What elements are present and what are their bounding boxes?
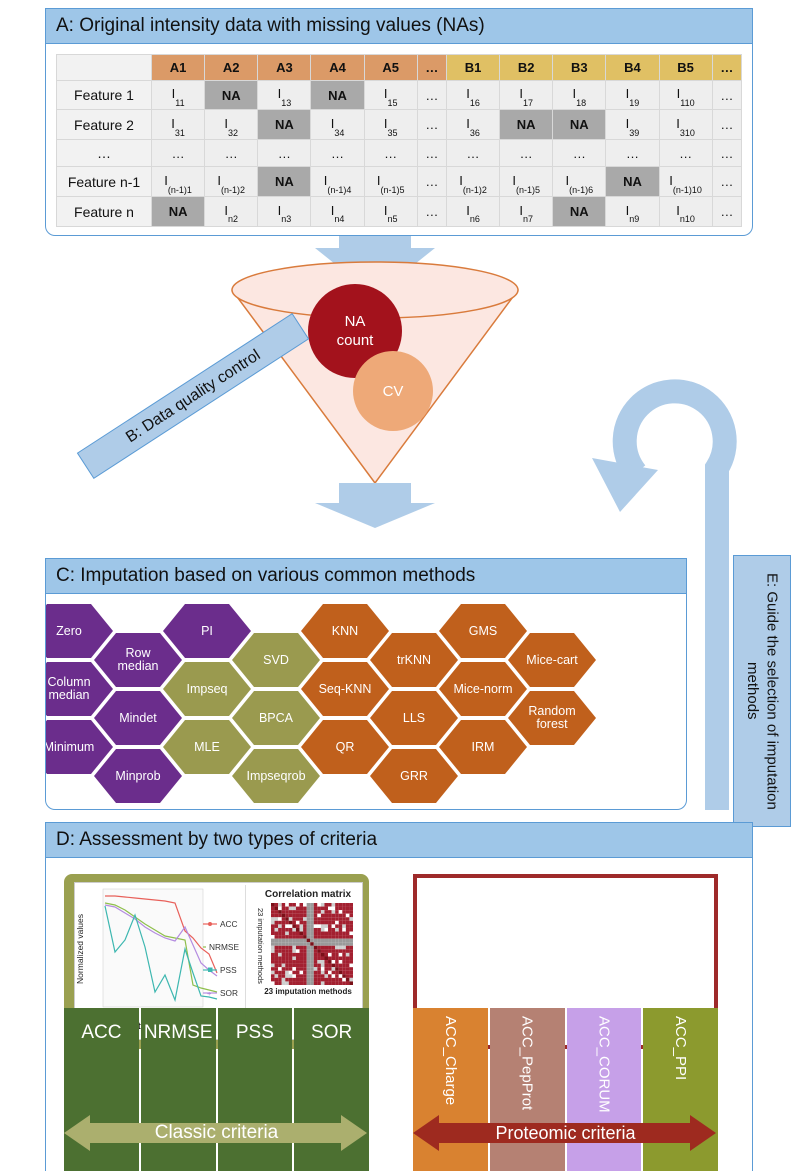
- svg-text:Normalized values: Normalized values: [75, 914, 85, 984]
- svg-text:+: +: [207, 989, 212, 997]
